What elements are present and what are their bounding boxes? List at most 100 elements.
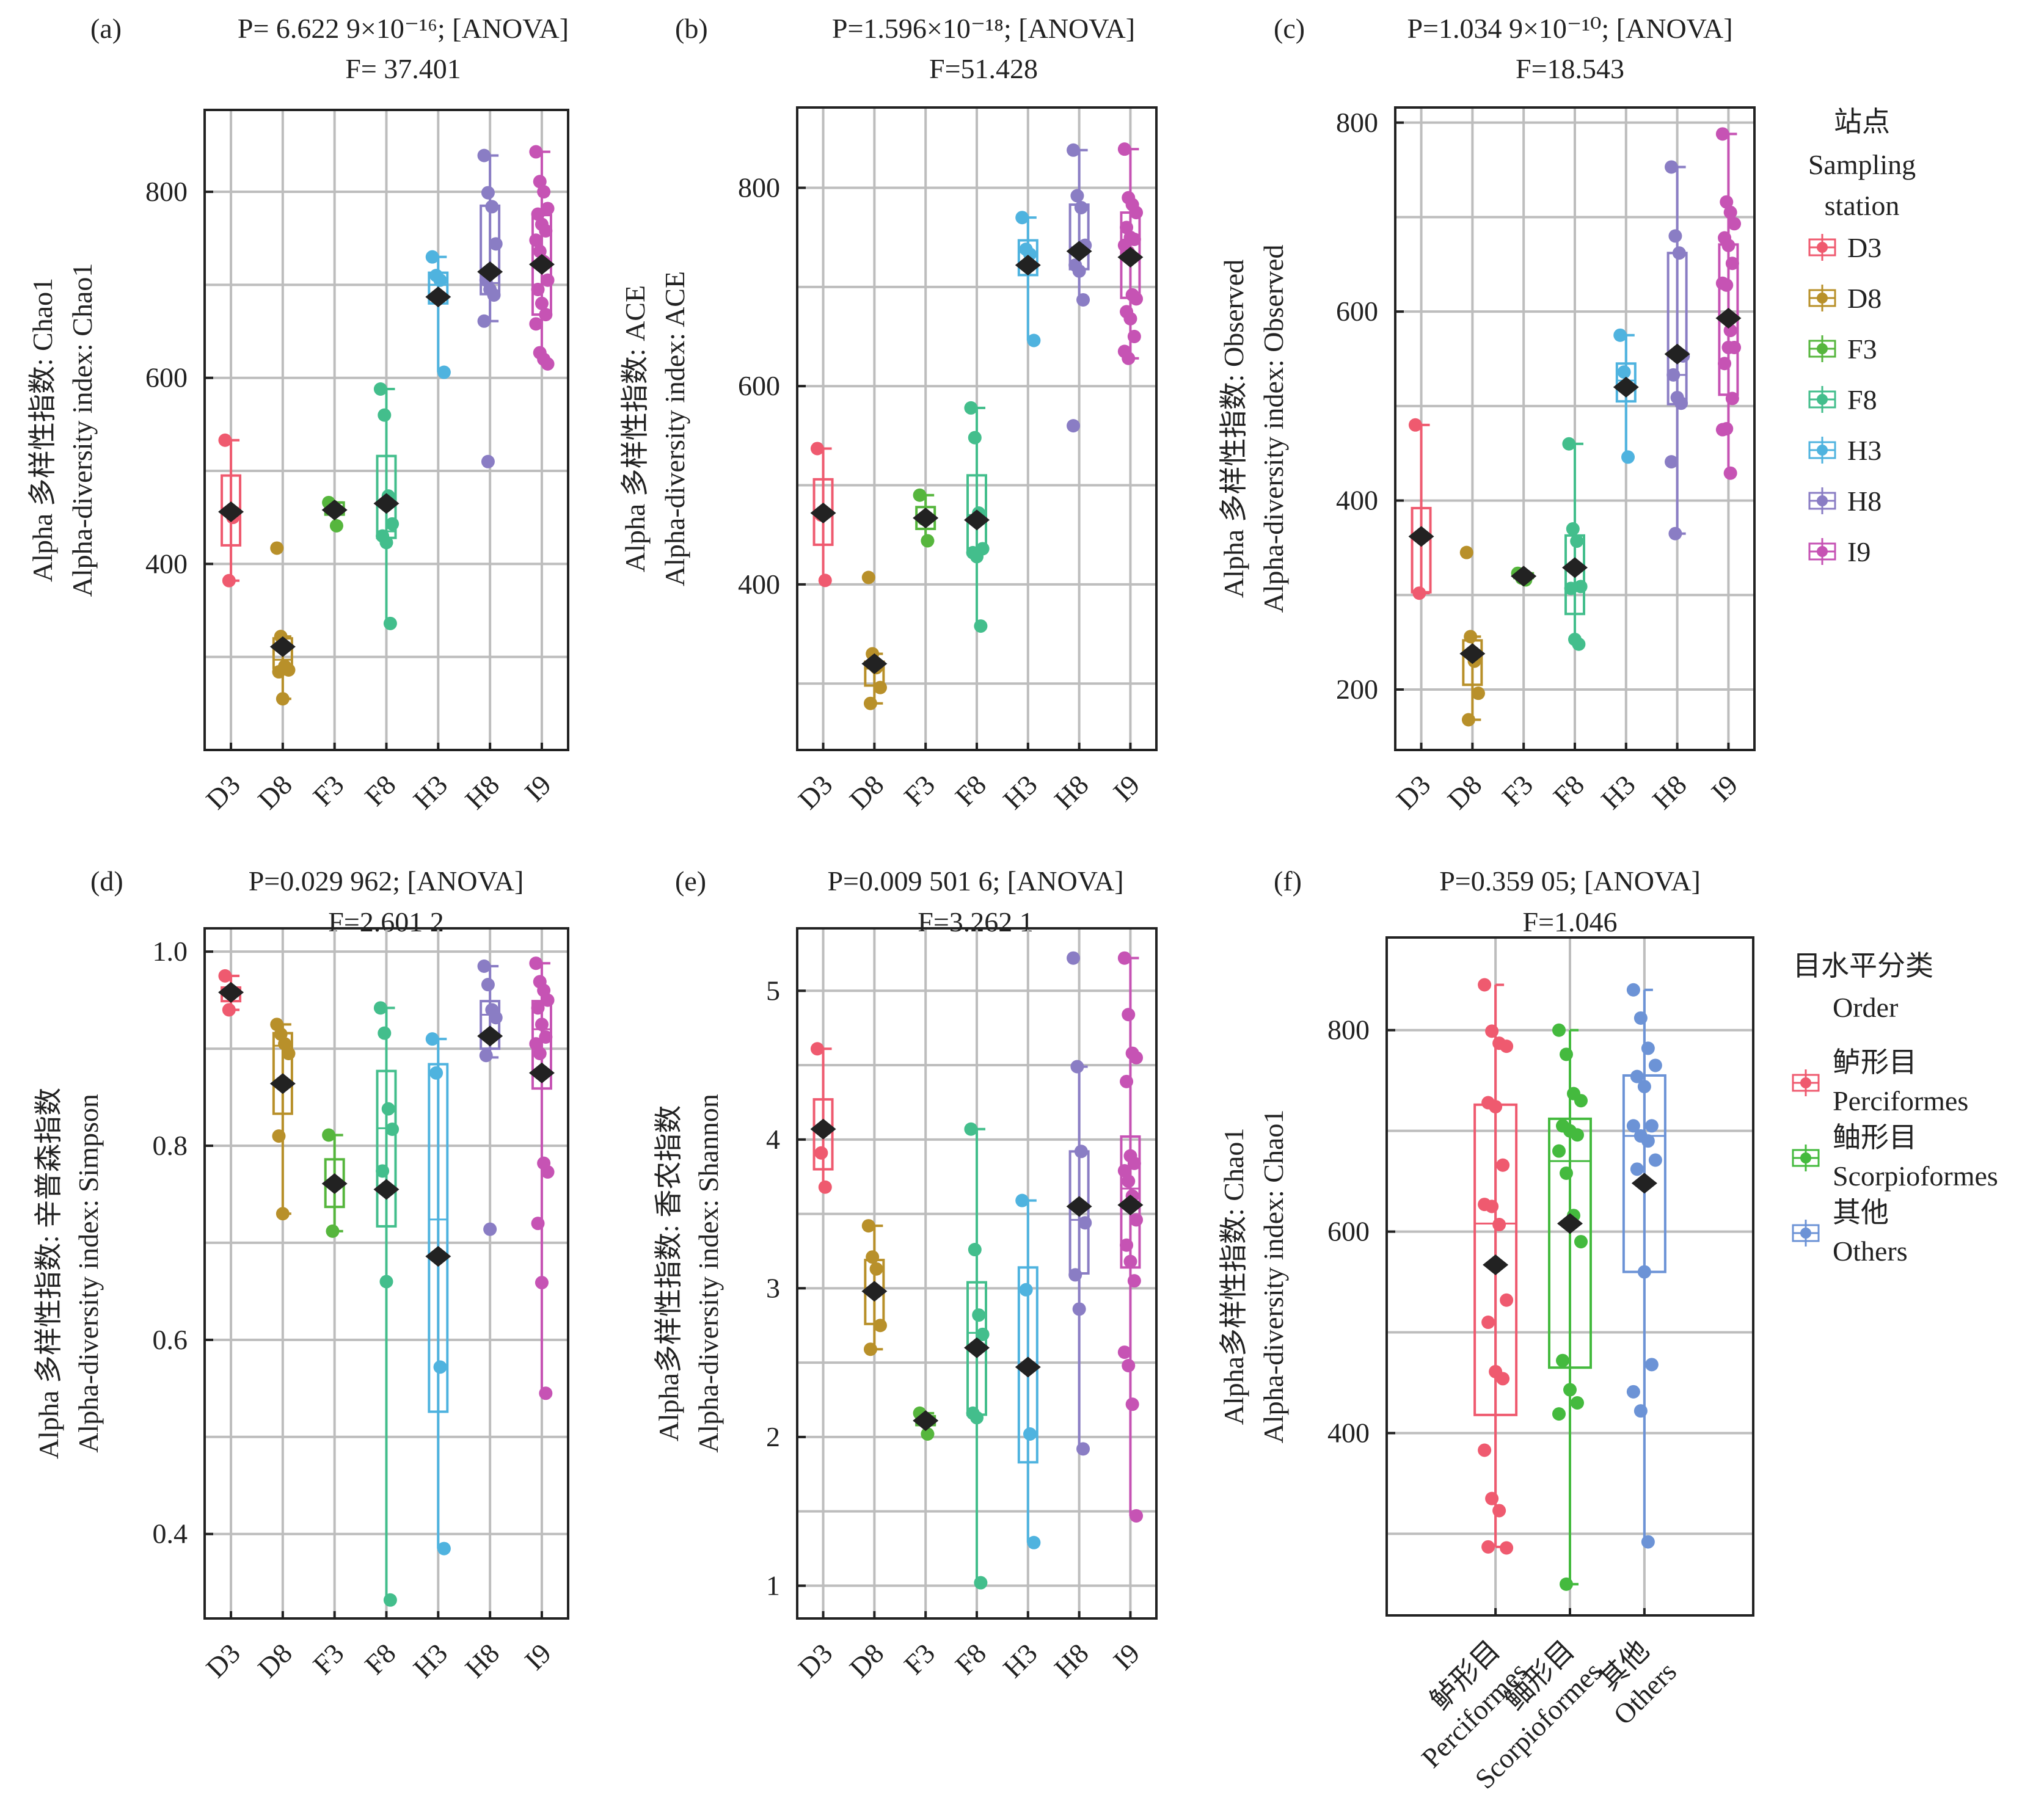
- data-point: [477, 148, 491, 162]
- y-axis-label-cn: Alpha 多样性指数: Chao1: [27, 278, 58, 582]
- box-I9: [528, 145, 555, 371]
- x-tick-label: D8: [252, 1637, 298, 1684]
- data-point: [921, 1427, 935, 1441]
- p-value-title: P=1.596×10⁻¹⁸; [ANOVA]: [832, 13, 1135, 44]
- legend-title-en: Sampling: [1808, 149, 1916, 180]
- y-tick-label: 600: [1327, 1216, 1370, 1247]
- mean-marker: [425, 1246, 451, 1267]
- y-axis-label-en: Alpha-diversity index: Simpson: [73, 1094, 104, 1453]
- box-F8: [964, 401, 990, 633]
- legend-label-cn: 鲉形目: [1833, 1122, 1917, 1153]
- data-point: [481, 454, 495, 468]
- x-tick-label: F3: [307, 769, 349, 812]
- data-point: [383, 616, 397, 630]
- data-point: [1478, 1443, 1492, 1457]
- data-point: [1070, 189, 1084, 203]
- box-H3: [1015, 211, 1041, 348]
- mean-marker: [373, 493, 400, 514]
- data-point: [818, 573, 832, 588]
- panel-label: (f): [1274, 865, 1302, 897]
- mean-marker: [373, 1179, 400, 1200]
- y-tick-label: 800: [738, 172, 780, 203]
- p-value-title: P=1.034 9×10⁻¹⁰; [ANOVA]: [1407, 13, 1732, 44]
- mean-marker: [1015, 1356, 1041, 1378]
- data-point: [1027, 333, 1041, 348]
- data-point: [1617, 365, 1631, 379]
- box-H3: [1015, 1193, 1041, 1549]
- legend-title-en: Order: [1833, 992, 1898, 1023]
- mean-marker: [913, 508, 939, 529]
- data-point: [1500, 1039, 1514, 1054]
- data-point: [863, 696, 877, 710]
- data-point: [1648, 1153, 1662, 1167]
- mean-marker: [425, 286, 451, 308]
- data-point: [1552, 1144, 1566, 1158]
- x-tick-label: H3: [1595, 769, 1641, 815]
- data-point: [972, 1308, 986, 1322]
- legend-swatch-point: [1817, 394, 1828, 405]
- data-point: [481, 978, 495, 992]
- data-point: [1481, 1316, 1495, 1330]
- panel-a: (a) P= 6.622 9×10⁻¹⁶; [ANOVA] F= 37.401 400…: [27, 13, 569, 815]
- x-tick-label: I9: [519, 1637, 557, 1676]
- box-I9: [1117, 951, 1144, 1523]
- y-tick-label: 1.0: [153, 936, 188, 967]
- data-point: [1564, 581, 1578, 595]
- data-point: [529, 233, 543, 247]
- data-point: [276, 692, 290, 706]
- data-point: [1570, 534, 1584, 548]
- data-point: [539, 308, 553, 322]
- x-tick-label: F8: [949, 1637, 992, 1680]
- mean-marker: [477, 261, 503, 283]
- data-point: [1130, 206, 1144, 220]
- mean-marker: [964, 509, 990, 531]
- box-H3: [1613, 328, 1639, 464]
- data-point: [537, 185, 551, 199]
- box-D8: [861, 570, 888, 710]
- mean-marker: [477, 1025, 503, 1047]
- data-point: [1485, 1491, 1499, 1505]
- data-point: [1723, 205, 1737, 219]
- data-point: [1562, 437, 1576, 451]
- data-point: [814, 1146, 828, 1160]
- box-F8: [373, 382, 400, 630]
- data-point: [1120, 1074, 1134, 1088]
- data-point: [964, 401, 978, 415]
- y-axis-label-en: Alpha-diversity index: ACE: [659, 271, 690, 586]
- data-point: [1117, 142, 1131, 156]
- mean-marker: [1557, 1213, 1583, 1234]
- legend-sampling-station: 站点 Sampling station D3 D8 F3 F8 H3 H8 I9: [1808, 106, 1916, 567]
- data-point: [541, 202, 555, 216]
- mean-marker: [269, 1073, 296, 1094]
- box-iqr: [1666, 252, 1688, 406]
- mean-marker: [913, 1410, 939, 1432]
- data-point: [861, 1219, 875, 1233]
- legend-label-cn: 其他: [1833, 1197, 1889, 1228]
- data-point: [541, 357, 555, 371]
- box-Scorpioformes: [1548, 1023, 1592, 1591]
- data-point: [1130, 1509, 1144, 1523]
- p-value-title: P= 6.622 9×10⁻¹⁶; [ANOVA]: [238, 13, 569, 44]
- box-I9: [528, 956, 555, 1400]
- data-point: [487, 288, 501, 302]
- box-iqr: [376, 1069, 397, 1228]
- data-point: [1130, 292, 1144, 306]
- data-point: [1122, 351, 1136, 365]
- data-point: [539, 1386, 553, 1400]
- data-point: [378, 1026, 392, 1040]
- mean-marker: [218, 981, 244, 1003]
- data-point: [1723, 466, 1737, 480]
- data-point: [1122, 1174, 1136, 1188]
- data-point: [529, 145, 543, 159]
- legend-label: F8: [1847, 384, 1877, 415]
- data-point: [1644, 1119, 1659, 1133]
- mean-marker: [810, 502, 836, 523]
- y-tick-label: 2: [766, 1421, 780, 1452]
- data-point: [1496, 1372, 1510, 1386]
- box-iqr: [1411, 506, 1432, 594]
- data-point: [385, 1122, 400, 1136]
- y-axis-label-cn: Alpha 多样性指数: Observed: [1218, 260, 1249, 598]
- x-tick-label: F3: [1496, 769, 1539, 812]
- data-point: [866, 1250, 880, 1264]
- data-point: [1637, 1080, 1651, 1094]
